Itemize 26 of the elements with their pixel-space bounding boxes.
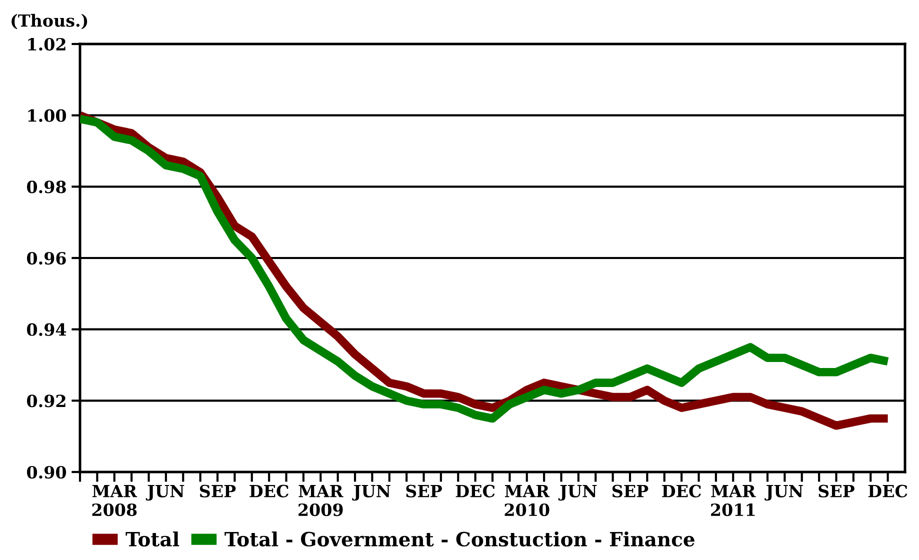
x-tick-label: DEC — [456, 484, 495, 498]
x-tick-label: MAR 2009 — [298, 485, 344, 516]
x-tick-label: MAR 2011 — [711, 485, 756, 516]
x-tick-label: SEP — [200, 484, 236, 498]
x-tick-label: DEC — [250, 484, 288, 498]
x-tick-label: SEP — [612, 484, 648, 498]
legend-label: Total — [126, 531, 180, 547]
x-tick-label: JUN — [558, 485, 597, 501]
x-tick-label: MAR 2008 — [92, 485, 138, 516]
y-tick-label: 1.00 — [28, 109, 66, 122]
x-tick-label: JUN — [352, 485, 390, 501]
x-tick-label: JUN — [764, 485, 803, 501]
y-tick-label: 0.98 — [26, 180, 66, 194]
x-tick-label: JUN — [146, 485, 184, 501]
y-tick-label: 1.02 — [28, 38, 66, 51]
y-axis-title: (Thous.) — [12, 14, 88, 30]
x-tick-label: MAR 2010 — [504, 485, 550, 516]
y-tick-label: 0.94 — [26, 323, 66, 336]
x-tick-label: SEP — [406, 484, 442, 498]
y-tick-label: 0.96 — [26, 252, 66, 265]
x-tick-label: DEC — [662, 484, 701, 498]
x-tick-label: DEC — [868, 484, 908, 498]
x-tick-label: SEP — [818, 484, 854, 498]
legend-label: Total - Government - Constuction - Finance — [224, 531, 694, 547]
y-tick-label: 0.92 — [26, 394, 66, 408]
y-tick-label: 0.90 — [26, 466, 66, 479]
